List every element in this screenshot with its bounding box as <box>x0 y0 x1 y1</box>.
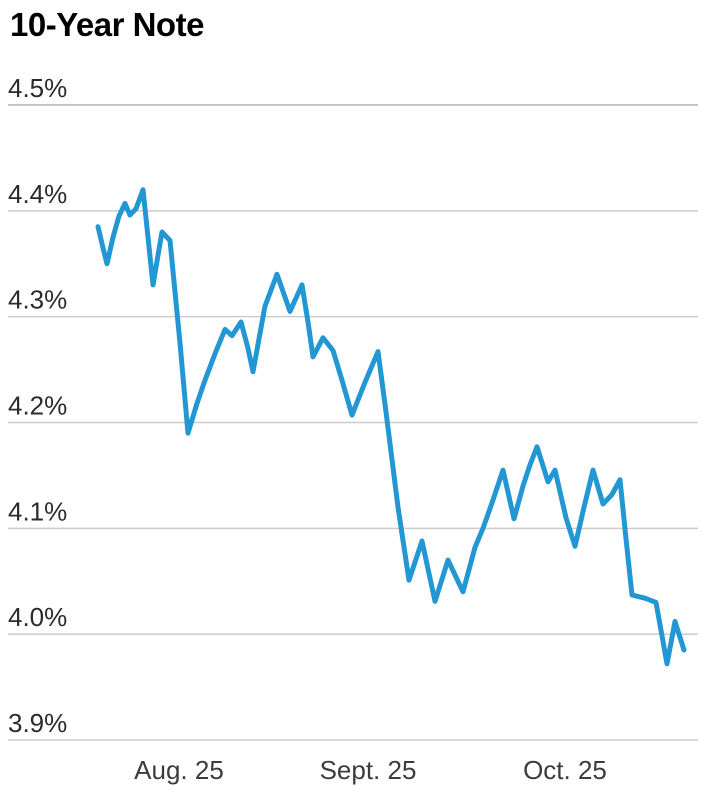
y-axis-label: 4.4% <box>8 179 67 209</box>
y-axis-label: 4.0% <box>8 602 67 632</box>
y-axis-label: 4.2% <box>8 391 67 421</box>
chart-title: 10-Year Note <box>10 6 204 43</box>
y-axis-label: 4.1% <box>8 496 67 526</box>
y-axis-label: 4.3% <box>8 285 67 315</box>
x-axis-label: Aug. 25 <box>134 755 224 785</box>
x-axis-label: Sept. 25 <box>320 755 417 785</box>
yield-line-series <box>95 187 687 667</box>
x-axis-label: Oct. 25 <box>523 755 607 785</box>
y-axis-label: 4.5% <box>8 73 67 103</box>
y-axis-label: 3.9% <box>8 708 67 738</box>
